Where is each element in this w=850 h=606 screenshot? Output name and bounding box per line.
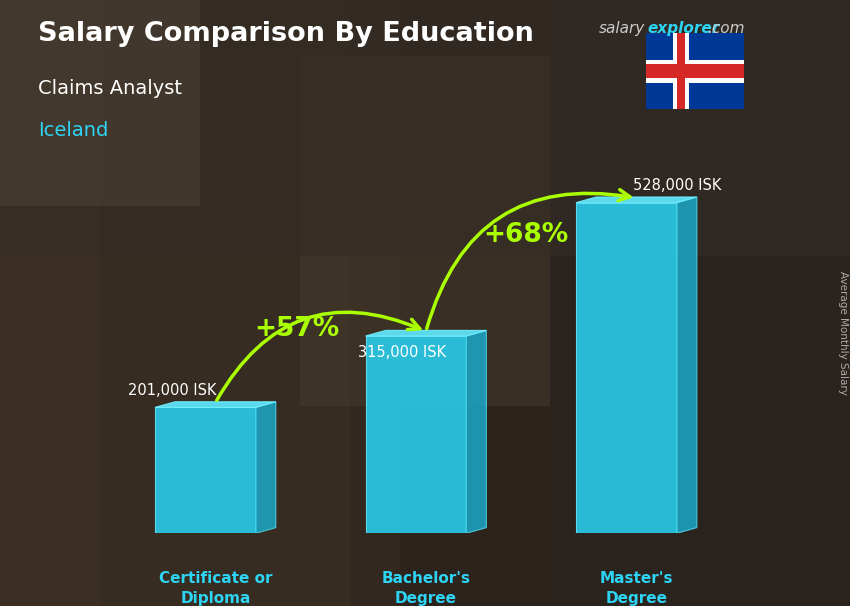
Text: Average Monthly Salary: Average Monthly Salary bbox=[838, 271, 848, 395]
Bar bbox=[646, 59, 744, 83]
Polygon shape bbox=[155, 402, 275, 407]
Text: .com: .com bbox=[707, 21, 745, 36]
Polygon shape bbox=[576, 197, 697, 202]
Text: +57%: +57% bbox=[254, 316, 339, 342]
Bar bbox=[0, 0, 850, 256]
Text: 201,000 ISK: 201,000 ISK bbox=[128, 383, 216, 398]
Bar bbox=[300, 56, 550, 406]
Bar bbox=[550, 0, 850, 606]
Text: Master's
Degree: Master's Degree bbox=[600, 571, 673, 605]
Text: Claims Analyst: Claims Analyst bbox=[38, 79, 182, 98]
Polygon shape bbox=[155, 407, 256, 533]
Polygon shape bbox=[677, 197, 697, 533]
Text: Bachelor's
Degree: Bachelor's Degree bbox=[382, 571, 470, 605]
Bar bbox=[646, 64, 744, 78]
Text: salary: salary bbox=[599, 21, 645, 36]
Bar bbox=[0, 0, 350, 606]
Bar bbox=[0, 0, 200, 206]
Bar bbox=[673, 33, 689, 109]
Polygon shape bbox=[256, 402, 275, 533]
Text: 315,000 ISK: 315,000 ISK bbox=[358, 345, 446, 361]
Text: 528,000 ISK: 528,000 ISK bbox=[632, 178, 721, 193]
Polygon shape bbox=[576, 202, 677, 533]
Text: +68%: +68% bbox=[483, 222, 569, 248]
Text: Certificate or
Diploma: Certificate or Diploma bbox=[159, 571, 272, 605]
Text: Iceland: Iceland bbox=[38, 121, 109, 140]
Text: explorer: explorer bbox=[648, 21, 720, 36]
Polygon shape bbox=[366, 330, 486, 336]
Text: Salary Comparison By Education: Salary Comparison By Education bbox=[38, 21, 534, 47]
Polygon shape bbox=[366, 336, 466, 533]
Polygon shape bbox=[466, 330, 486, 533]
Bar bbox=[677, 33, 685, 109]
Bar bbox=[100, 0, 400, 606]
